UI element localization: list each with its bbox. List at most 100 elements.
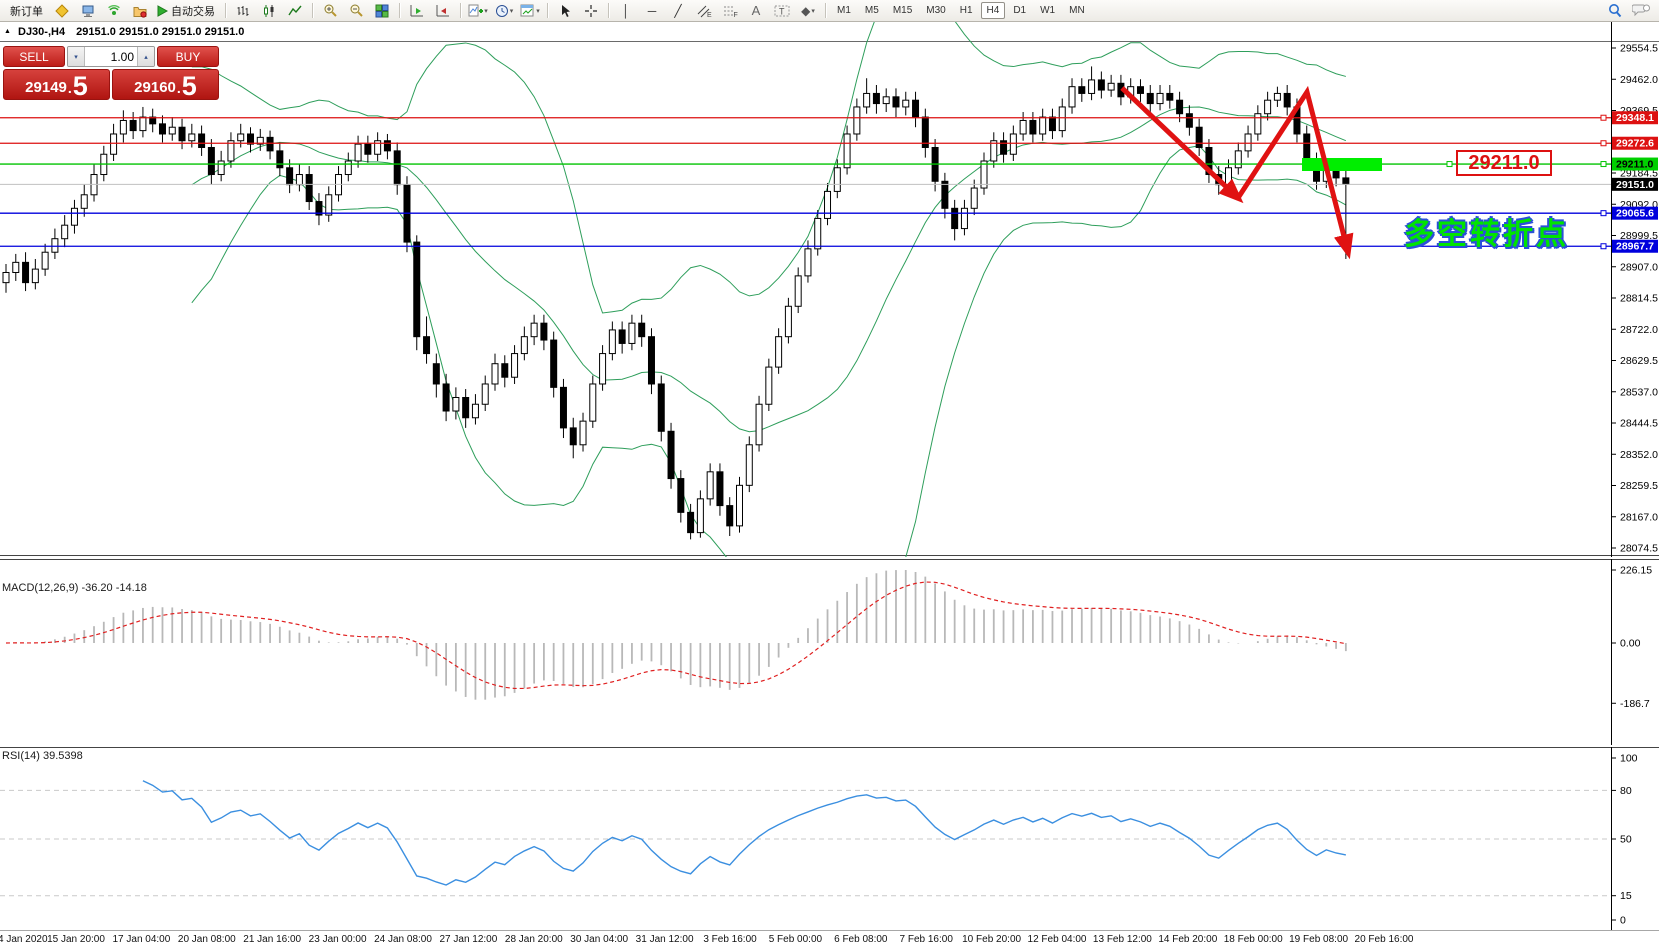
level-handle[interactable] bbox=[1600, 114, 1607, 121]
metaeditor-icon[interactable] bbox=[50, 2, 74, 20]
new-order-button[interactable]: 新订单 bbox=[5, 2, 48, 20]
trend-arrow-down-1[interactable] bbox=[1120, 86, 1244, 204]
vps-icon[interactable] bbox=[76, 2, 100, 20]
text-tool-icon[interactable]: A bbox=[751, 3, 761, 18]
symbol-marker-icon: ▲ bbox=[4, 28, 11, 35]
signals-icon[interactable] bbox=[102, 2, 126, 20]
volume-input[interactable] bbox=[85, 47, 137, 66]
market-icon[interactable] bbox=[128, 2, 152, 20]
bar-chart-icon[interactable] bbox=[231, 2, 255, 20]
candle-body bbox=[315, 201, 323, 216]
arrows-tool-button[interactable]: ◆ ▾ bbox=[801, 3, 815, 18]
volume-decrease-button[interactable]: ▾ bbox=[68, 47, 85, 66]
rsi-axis-label: 15 bbox=[1620, 890, 1632, 902]
autotrading-button[interactable]: 自动交易 bbox=[154, 2, 220, 20]
candle-body bbox=[892, 96, 900, 108]
search-icon[interactable] bbox=[1603, 2, 1627, 20]
chart-shift-icon[interactable] bbox=[431, 2, 455, 20]
auto-scroll-icon[interactable] bbox=[405, 2, 429, 20]
price-level-badge-text: 29065.6 bbox=[1616, 208, 1654, 220]
toolbar-separator bbox=[460, 3, 461, 18]
candle-body bbox=[51, 238, 59, 253]
trendline-tool-icon[interactable]: ╱ bbox=[674, 3, 682, 18]
label-tool-icon[interactable]: T bbox=[770, 2, 794, 20]
candle-body bbox=[912, 99, 920, 118]
price-level-badge-text: 29151.0 bbox=[1616, 179, 1654, 191]
level-handle[interactable] bbox=[1600, 243, 1607, 250]
signals-glyph bbox=[108, 4, 120, 15]
metaeditor-glyph bbox=[55, 3, 69, 18]
periods-button[interactable]: ▾ bbox=[492, 2, 516, 20]
community-chat-icon[interactable] bbox=[1629, 2, 1653, 20]
candlestick-chart-glyph bbox=[264, 4, 274, 17]
candle-body bbox=[31, 268, 39, 284]
candle-body bbox=[872, 92, 880, 105]
buy-price-main: 29160 bbox=[134, 79, 176, 96]
timeframe-h4-button[interactable]: H4 bbox=[980, 2, 1006, 19]
price-level-badge bbox=[1612, 157, 1658, 171]
price-level-badge-text: 29348.1 bbox=[1616, 112, 1654, 124]
vertical-line-tool-icon[interactable]: │ bbox=[622, 3, 630, 18]
candle-body bbox=[286, 167, 294, 186]
callout-handle[interactable] bbox=[1446, 161, 1453, 168]
candle-body bbox=[980, 160, 988, 189]
volume-increase-button[interactable]: ▴ bbox=[137, 47, 154, 66]
templates-button[interactable]: ▾ bbox=[518, 2, 542, 20]
timeframe-m30-button[interactable]: M30 bbox=[926, 5, 946, 16]
callout-handle[interactable] bbox=[1600, 161, 1607, 168]
crosshair-glyph bbox=[585, 4, 597, 17]
macd-panel[interactable]: 226.15 0.00 -186.7 bbox=[0, 559, 1659, 745]
channel-tool-icon[interactable]: E bbox=[692, 2, 716, 20]
templates-glyph bbox=[520, 4, 534, 16]
sell-price-box[interactable]: 29149. 5 bbox=[3, 69, 110, 100]
bollinger-band bbox=[191, 145, 1347, 557]
sell-button[interactable]: SELL bbox=[3, 46, 65, 67]
timeframe-d1-button[interactable]: D1 bbox=[1013, 5, 1027, 16]
crosshair-icon[interactable] bbox=[579, 2, 603, 20]
timeframe-m5-button[interactable]: M5 bbox=[864, 5, 879, 16]
price-level-badge-text: 29211.0 bbox=[1616, 159, 1654, 171]
trend-arrow-down-2[interactable] bbox=[1235, 85, 1354, 260]
rsi-panel[interactable]: 100 80 50 15 0 bbox=[0, 747, 1659, 930]
level-handle[interactable] bbox=[1600, 210, 1607, 217]
horizontal-line-tool-icon[interactable]: ─ bbox=[647, 3, 657, 18]
timeframe-h1-button[interactable]: H1 bbox=[959, 5, 973, 16]
candle-body bbox=[80, 194, 88, 209]
candle-body bbox=[247, 133, 254, 145]
candle-body bbox=[628, 322, 636, 344]
candle-body bbox=[784, 305, 792, 338]
indicators-button[interactable]: ▾ bbox=[466, 2, 490, 20]
candlestick-chart-icon[interactable] bbox=[257, 2, 281, 20]
buy-price-box[interactable]: 29160. 5 bbox=[112, 69, 219, 100]
candle-body bbox=[1000, 140, 1008, 155]
timeframe-mn-button[interactable]: MN bbox=[1069, 5, 1085, 16]
candle-body bbox=[1244, 133, 1252, 152]
toolbar-separator bbox=[399, 3, 400, 18]
candle-body bbox=[61, 224, 69, 240]
candle-body bbox=[1156, 92, 1164, 105]
cursor-icon[interactable] bbox=[553, 2, 577, 20]
timeframe-m15-button[interactable]: M15 bbox=[892, 5, 913, 16]
buy-button[interactable]: BUY bbox=[157, 46, 219, 67]
time-axis-label: 10 Feb 20:00 bbox=[962, 934, 1022, 945]
line-chart-icon[interactable] bbox=[283, 2, 307, 20]
fibonacci-tool-icon[interactable]: F bbox=[718, 2, 742, 20]
price-level-badge bbox=[1612, 111, 1658, 125]
timeframe-w1-button[interactable]: W1 bbox=[1040, 5, 1056, 16]
volume-spinner: ▾ ▴ bbox=[67, 46, 155, 67]
zoom-out-icon[interactable] bbox=[344, 2, 368, 20]
tile-windows-icon[interactable] bbox=[370, 2, 394, 20]
indicators-caret-icon: ▾ bbox=[484, 7, 488, 15]
macd-axis-label: -186.7 bbox=[1620, 698, 1650, 710]
candle-body bbox=[559, 386, 567, 429]
level-handle[interactable] bbox=[1600, 140, 1607, 147]
candle-body bbox=[1009, 133, 1017, 155]
zoom-in-icon[interactable] bbox=[318, 2, 342, 20]
symbol-period-label: DJ30-,H4 bbox=[18, 26, 66, 38]
price-tick-label: 28814.5 bbox=[1620, 293, 1658, 305]
timeframe-m1-button[interactable]: M1 bbox=[837, 5, 851, 16]
candle-body bbox=[530, 322, 538, 338]
candle-body bbox=[1303, 133, 1311, 162]
main-chart[interactable]: 29554.529462.029369.529277.029184.529092… bbox=[0, 22, 1659, 557]
